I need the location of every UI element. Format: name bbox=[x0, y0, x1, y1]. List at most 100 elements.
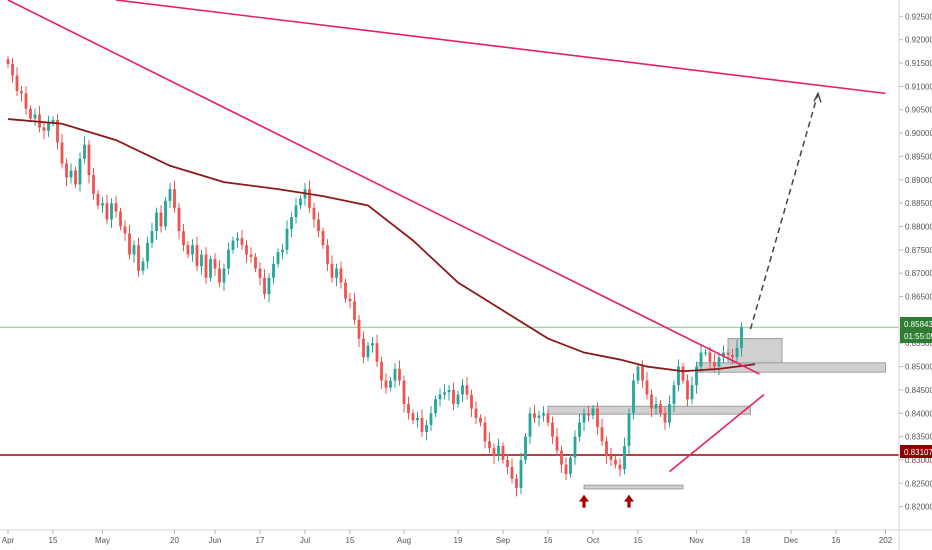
current-price-label: 0.85843 bbox=[904, 320, 932, 329]
candle-body bbox=[533, 413, 536, 418]
candle-body bbox=[645, 380, 649, 395]
candle-body bbox=[87, 144, 91, 176]
candle-body bbox=[357, 319, 361, 339]
candle-body bbox=[60, 142, 64, 164]
candle-body bbox=[578, 422, 581, 437]
candle-body bbox=[573, 436, 577, 458]
candle-body bbox=[609, 455, 613, 460]
candle-body bbox=[542, 413, 545, 416]
candle-body bbox=[312, 207, 316, 220]
x-tick-label: Aug bbox=[397, 536, 411, 545]
candle-body bbox=[263, 277, 266, 295]
candle-body bbox=[551, 422, 554, 437]
candle-body bbox=[24, 93, 28, 109]
candle-body bbox=[452, 389, 455, 404]
candle-body bbox=[434, 399, 437, 414]
y-tick-label: 0.91500 bbox=[905, 59, 932, 68]
candle-body bbox=[726, 352, 730, 355]
y-tick-label: 0.86500 bbox=[905, 293, 932, 302]
x-axis[interactable]: Apr 15 May 20 Jun 17 Jul 15 Aug 19 Sep 16 Oct 15 Nov 18… bbox=[2, 530, 893, 545]
candle-body bbox=[501, 445, 505, 460]
candle-body bbox=[339, 268, 343, 283]
y-tick-label: 0.82000 bbox=[905, 503, 932, 512]
y-tick-label: 0.87000 bbox=[905, 269, 932, 278]
descending-trendline bbox=[7, 0, 760, 375]
candle-body bbox=[285, 228, 289, 250]
candle-body bbox=[159, 212, 163, 227]
candle-body bbox=[330, 263, 334, 278]
support-price-label: 0.83107 bbox=[904, 448, 932, 457]
candle-body bbox=[272, 263, 275, 278]
candle-body bbox=[218, 268, 221, 283]
candle-body bbox=[717, 357, 721, 367]
candle-body bbox=[155, 212, 158, 232]
candle-body bbox=[591, 408, 595, 416]
candle-body bbox=[398, 368, 401, 381]
candle-body bbox=[438, 394, 442, 400]
candle-body bbox=[267, 277, 271, 295]
candle-body bbox=[141, 261, 145, 271]
candle-body bbox=[231, 240, 235, 250]
candle-body bbox=[470, 394, 473, 409]
x-tick-label: May bbox=[95, 536, 110, 545]
candle-body bbox=[456, 394, 460, 404]
candle-body bbox=[177, 207, 181, 232]
candle-body bbox=[375, 343, 379, 362]
y-tick-label: 0.84500 bbox=[905, 386, 932, 395]
candle-body bbox=[137, 245, 140, 271]
y-tick-label: 0.92000 bbox=[905, 36, 932, 45]
ascending-trendline bbox=[668, 393, 765, 473]
candle-body bbox=[402, 380, 406, 404]
candle-body bbox=[186, 245, 190, 255]
y-tick-label: 0.85500 bbox=[905, 339, 932, 348]
candle-body bbox=[519, 459, 523, 488]
candle-body bbox=[735, 347, 739, 358]
candle-body bbox=[65, 163, 68, 178]
candle-body bbox=[506, 459, 509, 467]
candle-body bbox=[636, 366, 640, 381]
x-tick-label: Jun bbox=[209, 536, 222, 545]
candle-body bbox=[690, 385, 694, 400]
x-tick-label: 15 bbox=[634, 536, 643, 545]
candle-body bbox=[6, 59, 10, 64]
candle-body bbox=[29, 108, 32, 119]
y-tick-label: 0.85000 bbox=[905, 363, 932, 372]
candle-body bbox=[290, 217, 293, 229]
y-tick-label: 0.82500 bbox=[905, 479, 932, 488]
candle-body bbox=[69, 170, 73, 178]
candle-body bbox=[474, 408, 478, 418]
countdown-label: 01:55:05 bbox=[904, 332, 932, 341]
candle-body bbox=[384, 380, 388, 388]
candle-body bbox=[587, 413, 590, 416]
candle-body bbox=[20, 91, 23, 94]
price-zone bbox=[547, 405, 751, 415]
projection-path bbox=[749, 93, 819, 330]
candle-body bbox=[128, 233, 131, 255]
candle-body bbox=[344, 282, 347, 299]
x-tick-label: 19 bbox=[454, 536, 463, 545]
plot-area[interactable] bbox=[0, 0, 899, 508]
candle-body bbox=[335, 268, 338, 278]
candle-body bbox=[389, 380, 392, 388]
candle-body bbox=[416, 417, 419, 421]
candle-body bbox=[465, 385, 469, 395]
candle-body bbox=[492, 448, 496, 456]
candle-body bbox=[227, 249, 230, 269]
y-tick-label: 0.88000 bbox=[905, 222, 932, 231]
candle-body bbox=[110, 203, 113, 220]
candle-body bbox=[627, 413, 631, 446]
candle-body bbox=[56, 120, 59, 143]
candle-body bbox=[123, 226, 127, 234]
candle-body bbox=[447, 389, 451, 393]
candle-body bbox=[497, 445, 500, 456]
candle-body bbox=[222, 268, 226, 283]
candle-body bbox=[276, 252, 280, 264]
candle-body bbox=[524, 436, 527, 460]
candle-body bbox=[209, 259, 212, 278]
candle-body bbox=[42, 127, 46, 131]
candle-body bbox=[96, 193, 100, 206]
candle-body bbox=[569, 457, 572, 474]
candle-body bbox=[299, 198, 302, 206]
